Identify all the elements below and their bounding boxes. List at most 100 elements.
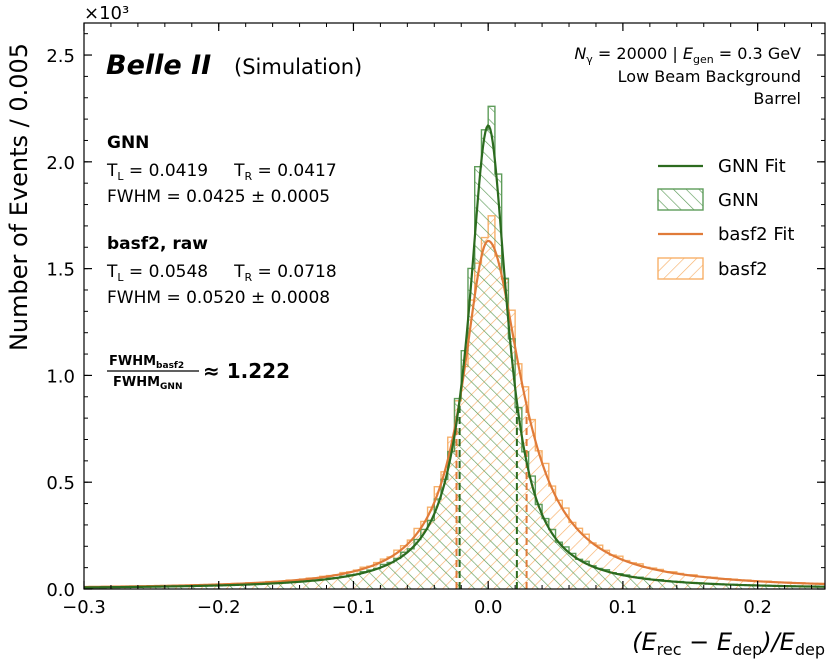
gnn-hist-bar [602, 569, 610, 589]
gnn-hist-bar [730, 584, 738, 589]
gnn-hist-bar [764, 585, 772, 589]
gnn-hist-bar [211, 585, 219, 589]
gnn-hist-bar [744, 585, 751, 589]
gnn-hist-bar [528, 476, 536, 589]
legend: GNN Fit GNN basf2 Fit basf2 [657, 156, 794, 280]
legend-swatch-basf2 [657, 257, 704, 280]
gnn-hist-bar [387, 562, 394, 589]
x-tick-label: 0.0 [474, 597, 503, 618]
legend-label-gnn-fit: GNN Fit [718, 156, 786, 177]
gnn-hist-bar [643, 578, 650, 589]
gnn-fwhm: FWHM = 0.0425 ± 0.0005 [107, 187, 330, 207]
gnn-hist-bar [690, 582, 698, 589]
x-tick-label: 0.1 [609, 597, 638, 618]
gnn-hist-bar [441, 479, 448, 589]
gnn-hist-bar [467, 268, 475, 589]
y-tick-label: 0.5 [46, 473, 75, 494]
basf2-fwhm: FWHM = 0.0520 ± 0.0008 [107, 288, 330, 308]
experiment-label: Belle II [106, 50, 211, 81]
gnn-hist-bar [717, 584, 724, 589]
gnn-hist-bar [723, 584, 731, 589]
fit-curve-layer [84, 124, 825, 589]
svg-text:≈ 1.222: ≈ 1.222 [203, 359, 290, 383]
basf2-hist-bar [670, 571, 677, 589]
y-tick-label: 1.0 [46, 366, 75, 387]
gnn-hist-bar [575, 559, 583, 589]
gnn-hist-bar [333, 577, 340, 589]
gnn-hist-bar [218, 585, 226, 589]
basf2-hist-bar [629, 562, 637, 589]
gnn-hist-bar [279, 582, 287, 589]
gnn-hist-bar [400, 552, 408, 589]
gnn-hist-bar [595, 568, 603, 589]
gnn-hist-bar [636, 577, 644, 589]
legend-swatch-gnn [657, 188, 704, 211]
gnn-hist-bar [737, 584, 745, 589]
gnn-hist-bar [629, 576, 637, 589]
gnn-hist-bar [306, 580, 314, 589]
gnn-hist-bar [508, 338, 516, 589]
gnn-hist-bar [784, 585, 792, 589]
gnn-hist-bar [656, 579, 664, 589]
y-tick-label: 0.0 [46, 580, 75, 601]
x-tick-label: −0.3 [62, 597, 106, 618]
x-axis-label: (Erec − Edep)/Edep [632, 628, 825, 659]
conditions-line-3: Barrel [753, 89, 801, 108]
gnn-hist-bar [171, 586, 179, 589]
gnn-hist-bar [562, 546, 570, 589]
gnn-hist-bar [791, 586, 799, 589]
svg-text:FWHMbasf2: FWHMbasf2 [109, 354, 184, 371]
gnn-hist-bar [407, 548, 415, 589]
gnn-hist-bar [198, 585, 206, 589]
gnn-hist-bar [380, 564, 388, 589]
fwhm-ratio: FWHMbasf2 FWHMGNN ≈ 1.222 [107, 354, 290, 392]
gnn-hist-bar [191, 585, 199, 589]
x-tick-label: −0.1 [332, 597, 376, 618]
gnn-hist-bar [481, 129, 489, 589]
basf2-hist-bar [595, 545, 603, 589]
gnn-hist-bar [474, 166, 482, 589]
gnn-hist-bar [582, 561, 590, 589]
gnn-hist-bar [265, 583, 273, 589]
y-tick-label: 1.5 [46, 260, 75, 281]
gnn-hist-bar [360, 571, 367, 589]
gnn-hist-bar [326, 578, 334, 589]
gnn-hist-bar [589, 565, 596, 589]
legend-label-gnn: GNN [718, 190, 759, 211]
legend-label-basf2-fit: basf2 Fit [718, 224, 794, 245]
gnn-hist-bar [663, 580, 671, 589]
gnn-hist-bar [609, 572, 617, 589]
gnn-hist-bar [811, 586, 819, 589]
gnn-hist-bar [434, 499, 442, 589]
gnn-hist-bar [286, 582, 293, 589]
gnn-hist-bar [447, 451, 455, 589]
gnn-hist-bar [158, 586, 165, 589]
gnn-tau-values: TL = 0.0419 TR = 0.0417 [106, 161, 337, 183]
gnn-hist-bar [245, 584, 253, 589]
basf2-tau-values: TL = 0.0548 TR = 0.0718 [106, 262, 337, 284]
gnn-hist-bar [185, 586, 192, 589]
gnn-hist-bar [272, 582, 280, 589]
gnn-hist-bar [313, 580, 320, 589]
gnn-hist-bar [238, 584, 246, 589]
gnn-hist-bar [225, 585, 233, 589]
gnn-hist-bar [427, 520, 435, 589]
gnn-hist-bar [569, 553, 576, 589]
gnn-hist-bar [616, 573, 623, 589]
gnn-hist-bar [501, 278, 509, 589]
x-tick-label: 0.2 [743, 597, 772, 618]
gnn-hist-bar [319, 579, 327, 589]
gnn-hist-bar [353, 574, 361, 589]
gnn-hist-bar [548, 529, 556, 589]
gnn-hist-bar [393, 558, 401, 589]
gnn-hist-bar [757, 585, 765, 589]
gnn-hist-bar [622, 574, 630, 589]
basf2-annotation-title: basf2, raw [107, 234, 208, 254]
gnn-hist-bar [535, 504, 543, 589]
basf2-hist-bar [616, 556, 623, 589]
gnn-hist-bar [461, 350, 468, 589]
gnn-annotation-title: GNN [107, 133, 149, 153]
conditions-line-1: Nγ = 20000 | Egen = 0.3 GeV [574, 44, 801, 66]
gnn-hist-bar [750, 585, 758, 589]
